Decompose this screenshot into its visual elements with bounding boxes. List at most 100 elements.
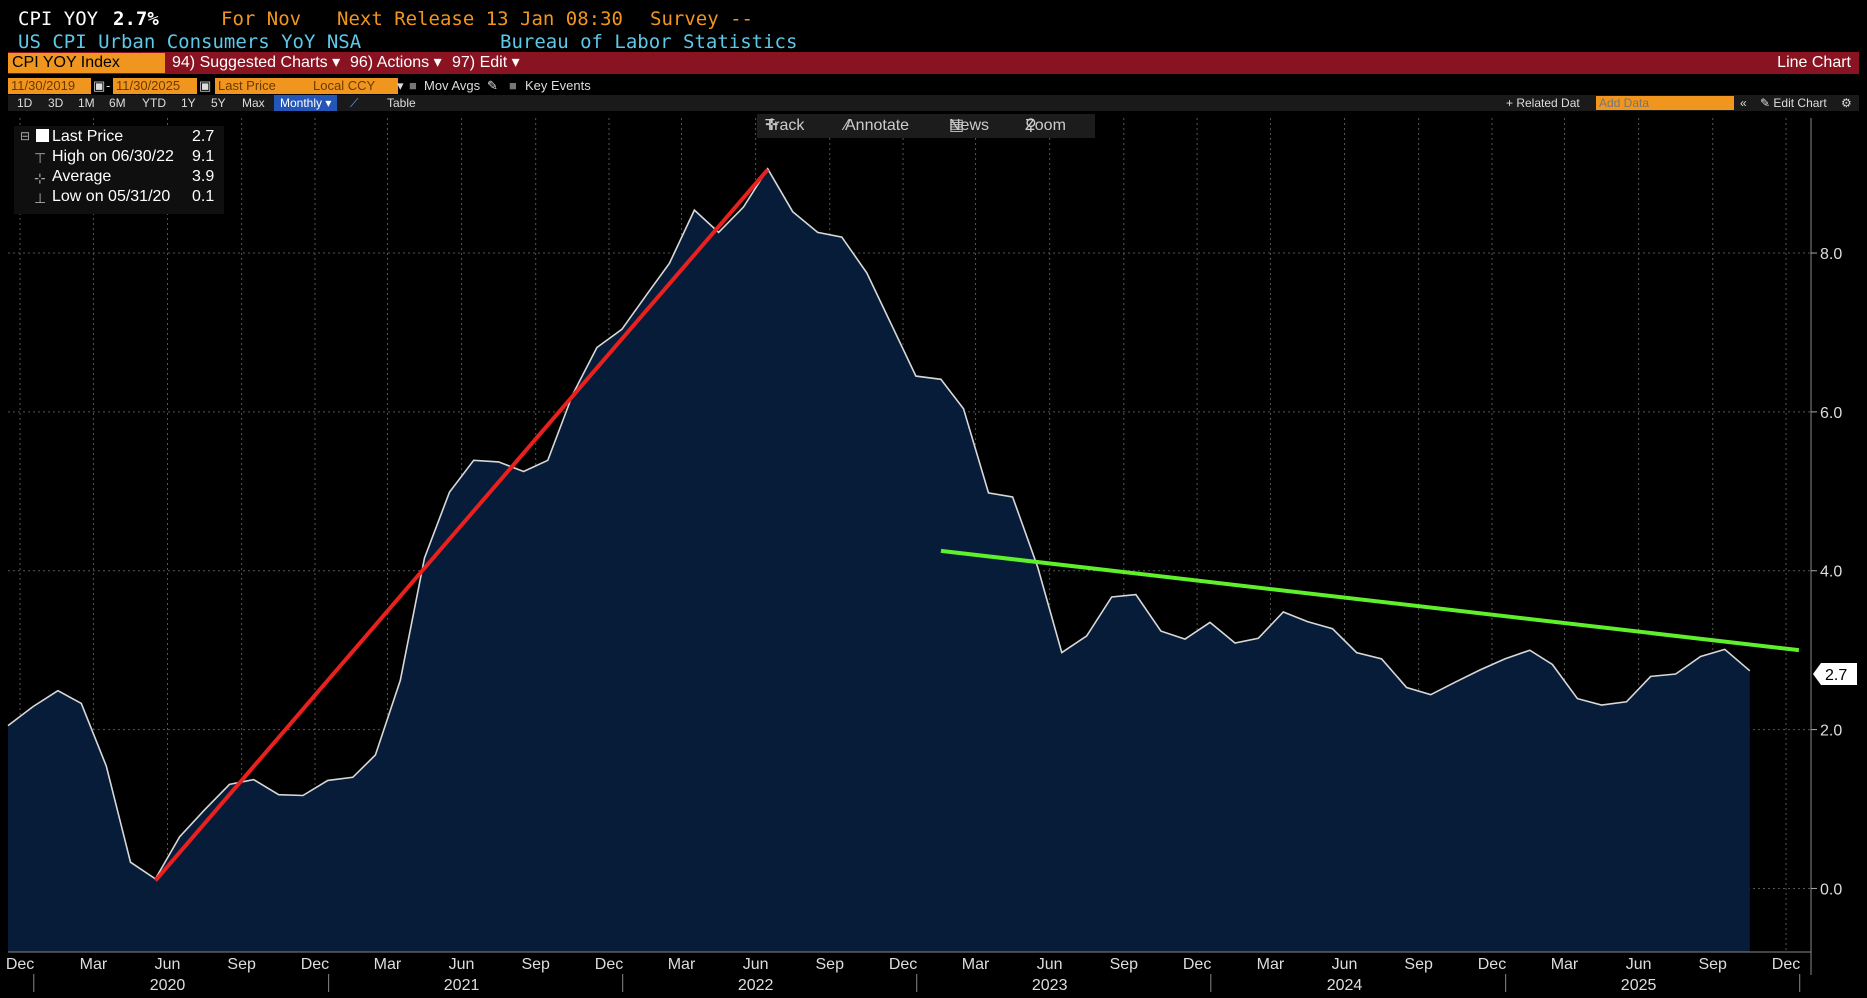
survey: Survey -- — [650, 8, 753, 30]
y-tick-label: 0.0 — [1820, 881, 1842, 898]
x-tick-label: Sep — [1110, 956, 1139, 973]
currency-select[interactable]: Local CCY — [310, 78, 398, 94]
x-tick-label: Mar — [668, 956, 696, 973]
last-value: 2.7% — [113, 8, 159, 30]
date-separator: - — [106, 78, 111, 93]
x-tick-label: Jun — [1332, 956, 1358, 973]
legend-value: 2.7 — [192, 128, 215, 145]
field-select[interactable]: Last Price — [215, 78, 311, 94]
series-area — [8, 168, 1750, 953]
x-tick-label: Jun — [743, 956, 769, 973]
average-marker-icon: ⊹ — [34, 170, 46, 186]
x-tick-label: Mar — [80, 956, 108, 973]
x-tick-label: Jun — [155, 956, 181, 973]
frequency-select[interactable]: Monthly ▾ — [274, 95, 338, 111]
magnifier-icon: ⚲ — [1025, 117, 1037, 134]
x-tick-label: Dec — [1183, 956, 1211, 973]
x-tick-label: Jun — [449, 956, 475, 973]
add-data-input[interactable] — [1596, 96, 1734, 110]
trendline-down — [940, 548, 1800, 653]
period-1d[interactable]: 1D — [17, 96, 33, 110]
series-swatch — [36, 129, 49, 142]
checkbox-icon[interactable]: ■ — [409, 78, 417, 93]
x-tick-label: Dec — [301, 956, 329, 973]
gear-icon[interactable]: ⚙ — [1841, 96, 1852, 110]
mov-avgs-toggle[interactable]: Mov Avgs — [424, 78, 481, 93]
x-tick-label: Sep — [816, 956, 845, 973]
y-tick-label: 6.0 — [1820, 405, 1842, 422]
collapse-icon[interactable]: « — [1740, 96, 1747, 110]
controls-bar: 11/30/2019 ▣ - 11/30/2025 ▣ Last Price L… — [8, 78, 1859, 95]
edit-chart-button[interactable]: ✎ Edit Chart — [1760, 96, 1827, 110]
x-tick-label: Sep — [1698, 956, 1727, 973]
legend-label: Average — [52, 168, 112, 185]
period-1m[interactable]: 1M — [78, 96, 95, 110]
related-data-button[interactable]: + Related Dat — [1506, 96, 1580, 110]
data-source: Bureau of Labor Statistics — [500, 31, 798, 53]
x-year-label: 2021 — [444, 977, 480, 994]
edit-menu[interactable]: 97) Edit ▾ — [452, 54, 520, 71]
start-date-input[interactable]: 11/30/2019 — [8, 78, 91, 94]
x-tick-label: Sep — [227, 956, 256, 973]
series-line — [7, 167, 1751, 881]
period-bar: 1D 3D 1M 6M YTD 1Y 5Y Max Monthly ▾ ⟋ Ta… — [8, 95, 1859, 111]
calendar-icon[interactable]: ▣ — [199, 78, 212, 93]
trendline-up — [153, 168, 770, 882]
legend-label: Last Price — [52, 128, 124, 145]
period-1y[interactable]: 1Y — [181, 96, 196, 110]
x-year-label: 2024 — [1327, 977, 1363, 994]
period-ytd[interactable]: YTD — [142, 96, 166, 110]
y-tick-label: 2.0 — [1820, 723, 1842, 740]
x-year-label: 2020 — [150, 977, 186, 994]
legend-label: High on 06/30/22 — [52, 148, 174, 165]
table-button[interactable]: Table — [387, 96, 416, 110]
x-tick-label: Mar — [1551, 956, 1579, 973]
actions-menu[interactable]: 96) Actions ▾ — [350, 54, 442, 71]
period-5y[interactable]: 5Y — [211, 96, 226, 110]
legend-panel: ⊟ ⊤ ⊹ ⊥ Last Price 2.7 High on 06/30/22 … — [14, 126, 224, 214]
y-tick-label: 8.0 — [1820, 246, 1842, 263]
pencil-icon[interactable]: ✎ — [487, 78, 498, 93]
collapse-icon[interactable]: ⊟ — [20, 129, 31, 143]
x-tick-label: Mar — [374, 956, 402, 973]
x-tick-label: Dec — [889, 956, 917, 973]
last-value-marker: 2.7 — [1813, 663, 1857, 685]
x-tick-label: Jun — [1626, 956, 1652, 973]
x-tick-label: Dec — [1478, 956, 1506, 973]
next-release: Next Release 13 Jan 08:30 — [337, 8, 623, 30]
x-tick-label: Jun — [1037, 956, 1063, 973]
x-year-label: 2023 — [1032, 977, 1068, 994]
legend-value: 3.9 — [192, 168, 215, 185]
low-marker-icon: ⊥ — [34, 190, 47, 206]
x-tick-label: Mar — [1257, 956, 1285, 973]
chart-type-label[interactable]: Line Chart — [1777, 54, 1851, 71]
checkbox-icon[interactable]: ■ — [509, 78, 517, 93]
x-tick-label: Dec — [6, 956, 34, 973]
pencil-icon: ✎ — [1760, 96, 1771, 110]
legend-value: 9.1 — [192, 148, 215, 165]
x-tick-label: Mar — [962, 956, 990, 973]
y-tick-label: 4.0 — [1820, 564, 1842, 581]
crosshair-icon: ✛ — [765, 117, 779, 134]
line-chart-icon[interactable]: ⟋ — [350, 96, 359, 110]
key-events-toggle[interactable]: Key Events — [525, 78, 591, 93]
calendar-icon[interactable]: ▣ — [93, 78, 106, 93]
menu-bar: CPI YOY Index 94) Suggested Charts ▾ 96)… — [8, 52, 1859, 74]
news-icon: ▤ — [949, 117, 965, 134]
chart-toolbar: ✛ Track ⁄ Annotate ▤ News ⚲ Zoom — [757, 114, 1095, 138]
for-period: For Nov — [221, 8, 302, 30]
security-field[interactable]: CPI YOY Index — [8, 53, 165, 73]
suggested-charts-menu[interactable]: 94) Suggested Charts ▾ — [172, 54, 341, 71]
high-marker-icon: ⊤ — [34, 150, 47, 166]
x-tick-label: Sep — [1404, 956, 1433, 973]
period-max[interactable]: Max — [242, 96, 265, 110]
series-description: US CPI Urban Consumers YoY NSA — [18, 31, 362, 53]
end-date-input[interactable]: 11/30/2025 — [113, 78, 197, 94]
period-6m[interactable]: 6M — [109, 96, 126, 110]
legend-value: 0.1 — [192, 188, 215, 205]
period-3d[interactable]: 3D — [48, 96, 64, 110]
ticker-label: CPI YOY — [18, 8, 99, 30]
x-year-label: 2022 — [738, 977, 774, 994]
chevron-down-icon[interactable]: ▾ — [397, 78, 404, 93]
